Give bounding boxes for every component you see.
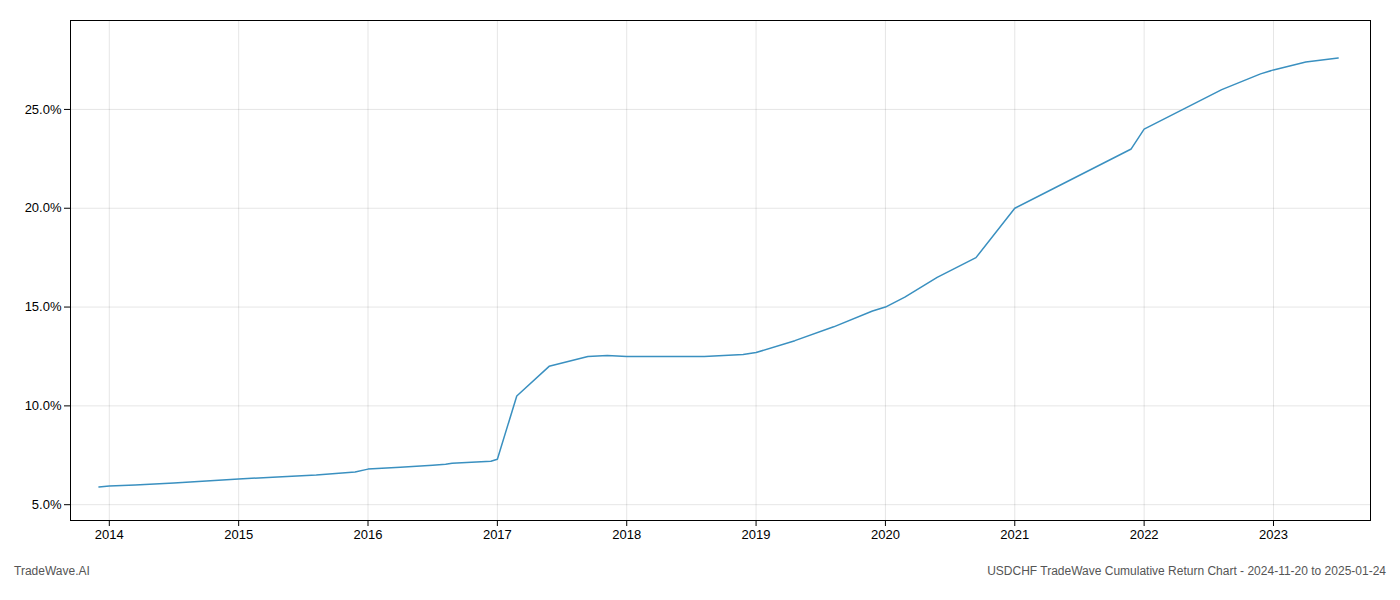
svg-text:15.0%: 15.0% bbox=[25, 299, 62, 314]
svg-text:20.0%: 20.0% bbox=[25, 200, 62, 215]
svg-text:2014: 2014 bbox=[95, 527, 124, 542]
html-text:TradeWave.AI: TradeWave.AI bbox=[14, 564, 90, 578]
svg-text:2020: 2020 bbox=[871, 527, 900, 542]
svg-text:2021: 2021 bbox=[1000, 527, 1029, 542]
svg-text:2017: 2017 bbox=[483, 527, 512, 542]
svg-text:10.0%: 10.0% bbox=[25, 398, 62, 413]
svg-text:5.0%: 5.0% bbox=[32, 497, 62, 512]
svg-text:2022: 2022 bbox=[1130, 527, 1159, 542]
svg-text:2018: 2018 bbox=[612, 527, 641, 542]
svg-text:2015: 2015 bbox=[224, 527, 253, 542]
html-text:USDCHF TradeWave Cumulative Re: USDCHF TradeWave Cumulative Return Chart… bbox=[987, 564, 1386, 578]
svg-text:2016: 2016 bbox=[354, 527, 383, 542]
svg-text:2019: 2019 bbox=[742, 527, 771, 542]
svg-text:25.0%: 25.0% bbox=[25, 102, 62, 117]
svg-text:2023: 2023 bbox=[1259, 527, 1288, 542]
